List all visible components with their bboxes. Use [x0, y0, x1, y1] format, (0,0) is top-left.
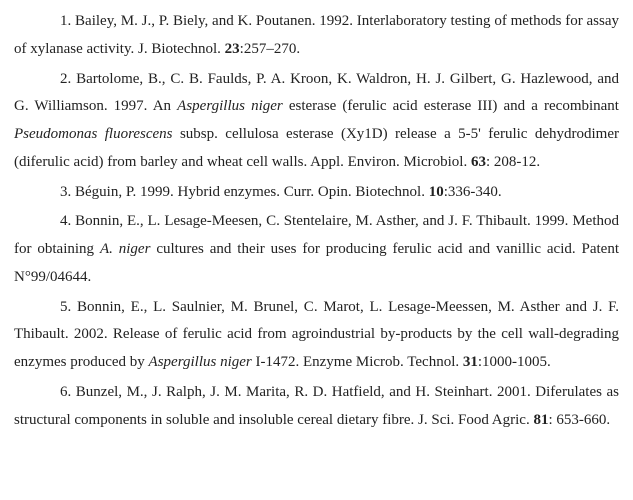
references-page: 1. Bailey, M. J., P. Biely, and K. Pouta… [0, 0, 633, 450]
reference-text-segment: 6. Bunzel, M., J. Ralph, J. M. Marita, R… [14, 384, 619, 428]
reference-text-segment: A. niger [100, 241, 150, 257]
reference-text-segment: 23 [225, 41, 240, 57]
reference-text-segment: Aspergillus niger [149, 354, 252, 370]
reference-text-segment: 81 [533, 412, 548, 428]
reference-text-segment: 3. Béguin, P. 1999. Hybrid enzymes. Curr… [60, 184, 429, 200]
reference-text-segment: esterase (ferulic acid esterase III) and… [283, 98, 619, 114]
reference-entry: 1. Bailey, M. J., P. Biely, and K. Pouta… [14, 8, 619, 64]
reference-text-segment: :336-340. [444, 184, 502, 200]
reference-entry: 6. Bunzel, M., J. Ralph, J. M. Marita, R… [14, 379, 619, 435]
reference-text-segment: 63 [471, 154, 486, 170]
reference-text-segment: 1. Bailey, M. J., P. Biely, and K. Pouta… [14, 13, 619, 57]
reference-entry: 2. Bartolome, B., C. B. Faulds, P. A. Kr… [14, 66, 619, 177]
reference-entry: 4. Bonnin, E., L. Lesage-Meesen, C. Sten… [14, 208, 619, 291]
reference-text-segment: Pseudomonas fluorescens [14, 126, 173, 142]
reference-text-segment: :1000-1005. [478, 354, 551, 370]
reference-text-segment: : 208-12. [486, 154, 540, 170]
reference-text-segment: :257–270. [240, 41, 300, 57]
reference-text-segment: 31 [463, 354, 478, 370]
reference-entry: 5. Bonnin, E., L. Saulnier, M. Brunel, C… [14, 294, 619, 377]
reference-text-segment: I-1472. Enzyme Microb. Technol. [252, 354, 463, 370]
reference-entry: 3. Béguin, P. 1999. Hybrid enzymes. Curr… [14, 179, 619, 207]
reference-text-segment: : 653-660. [548, 412, 610, 428]
reference-text-segment: Aspergillus niger [177, 98, 283, 114]
reference-text-segment: 10 [429, 184, 444, 200]
